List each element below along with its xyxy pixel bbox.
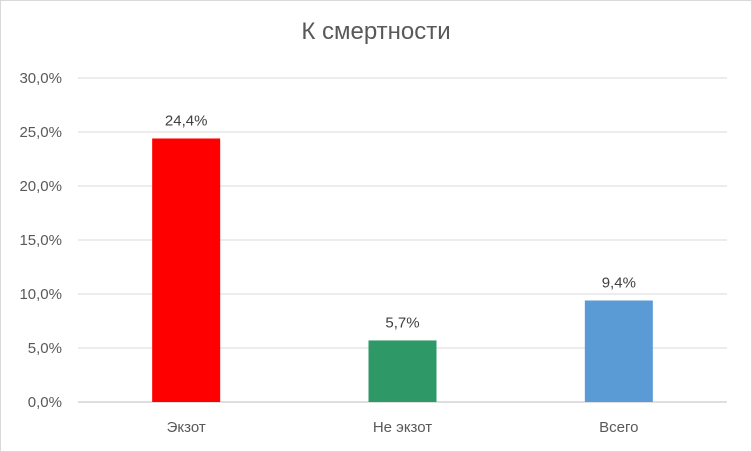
category-label: Всего (599, 419, 638, 436)
y-tick-label: 5,0% (28, 340, 62, 357)
category-label: Экзот (167, 419, 206, 436)
chart-title: К смертности (301, 18, 451, 45)
y-tick-label: 20,0% (19, 178, 62, 195)
y-tick-label: 15,0% (19, 232, 62, 249)
y-tick-label: 25,0% (19, 124, 62, 141)
data-label: 24,4% (165, 112, 208, 129)
y-tick-label: 30,0% (19, 70, 62, 87)
y-tick-label: 10,0% (19, 286, 62, 303)
data-label: 9,4% (602, 274, 636, 291)
category-label: Не экзот (373, 419, 432, 436)
bar-2 (368, 340, 437, 402)
bar-1 (152, 138, 221, 403)
y-tick-label: 0,0% (28, 394, 62, 411)
data-label: 5,7% (385, 314, 419, 331)
bar-3 (584, 300, 653, 402)
